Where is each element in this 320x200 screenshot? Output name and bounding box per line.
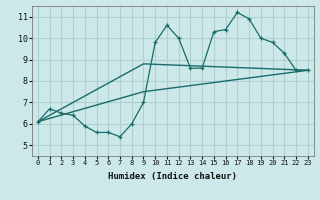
X-axis label: Humidex (Indice chaleur): Humidex (Indice chaleur) <box>108 172 237 181</box>
